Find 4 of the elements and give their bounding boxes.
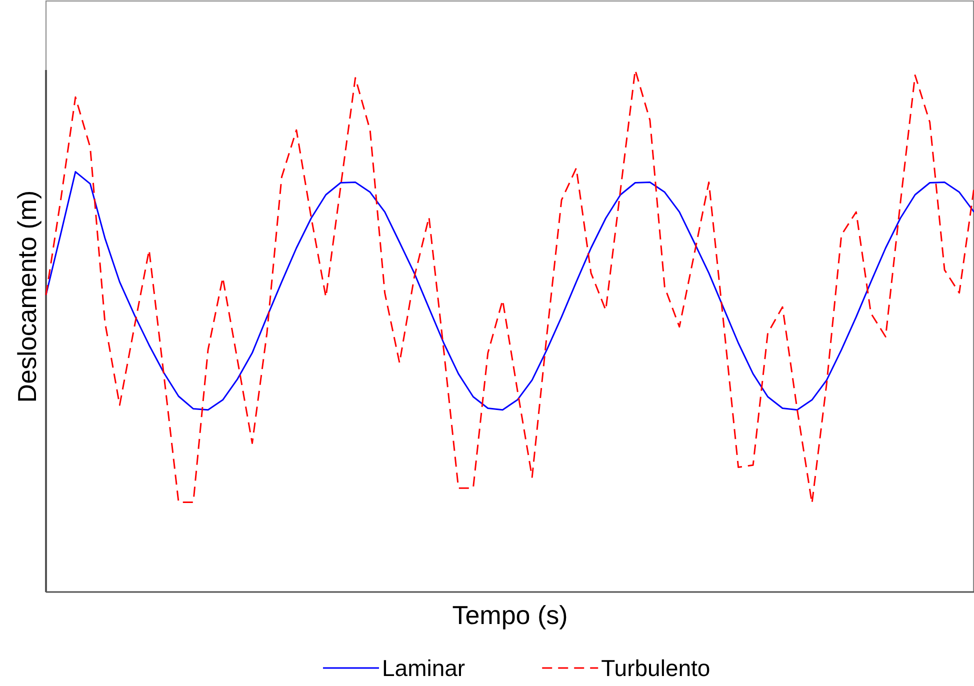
legend-label: Laminar	[382, 655, 466, 681]
legend-label: Turbulento	[601, 655, 710, 681]
y-axis-title: Deslocamento (m)	[12, 190, 42, 403]
x-axis-title: Tempo (s)	[452, 600, 568, 630]
